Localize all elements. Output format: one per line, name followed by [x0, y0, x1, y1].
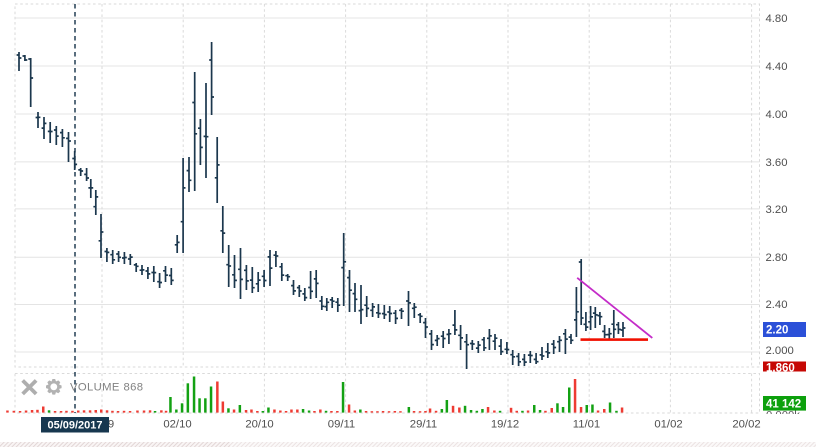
svg-text:4.40: 4.40 — [766, 61, 788, 73]
svg-text:19/12: 19/12 — [491, 419, 519, 431]
svg-text:02/10: 02/10 — [163, 419, 191, 431]
svg-text:4.80: 4.80 — [766, 13, 788, 25]
svg-text:09/11: 09/11 — [328, 419, 355, 431]
svg-text:4.00: 4.00 — [766, 109, 788, 121]
svg-text:2.40: 2.40 — [766, 299, 788, 311]
svg-text:1.860: 1.860 — [766, 363, 795, 375]
svg-text:01/02: 01/02 — [654, 419, 682, 431]
svg-text:0 000k: 0 000k — [766, 409, 800, 421]
svg-text:3.20: 3.20 — [766, 204, 788, 216]
svg-text:20/10: 20/10 — [245, 419, 273, 431]
svg-text:20/02: 20/02 — [732, 419, 760, 431]
svg-text:VOLUME: VOLUME — [70, 382, 120, 394]
svg-text:2.20: 2.20 — [766, 325, 788, 337]
svg-text:29/11: 29/11 — [410, 419, 437, 431]
svg-text:2.80: 2.80 — [766, 252, 788, 264]
svg-text:11/01: 11/01 — [573, 419, 600, 431]
svg-text:05/09/2017: 05/09/2017 — [47, 420, 102, 432]
svg-text:868: 868 — [124, 382, 144, 394]
svg-text:41 142: 41 142 — [766, 398, 801, 410]
svg-text:3.60: 3.60 — [766, 157, 788, 169]
svg-text:2.000: 2.000 — [766, 345, 794, 357]
